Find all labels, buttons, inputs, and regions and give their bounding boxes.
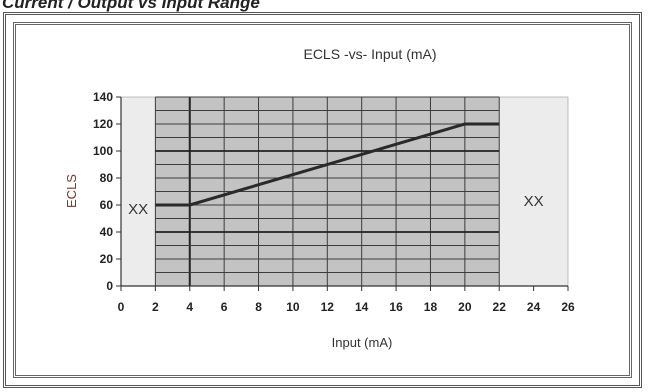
x-tick-label: 12	[321, 300, 335, 314]
x-tick-label: 0	[118, 300, 125, 314]
x-tick-label: 16	[389, 300, 403, 314]
x-tick-label: 14	[355, 300, 369, 314]
y-tick-label: 80	[100, 171, 114, 185]
y-axis-label: ECLS	[64, 174, 79, 208]
x-tick-label: 10	[286, 300, 300, 314]
y-tick-label: 120	[93, 117, 113, 131]
x-tick-label: 2	[152, 300, 159, 314]
x-tick-label: 8	[255, 300, 262, 314]
x-tick-label: 20	[458, 300, 472, 314]
out-of-range-region	[498, 96, 569, 287]
out-of-range-label: XX	[128, 201, 148, 218]
x-tick-label: 26	[561, 300, 575, 314]
out-of-range-label: XX	[524, 193, 544, 210]
y-tick-label: 40	[100, 225, 114, 239]
out-of-range-region	[120, 96, 156, 287]
y-tick-label: 60	[100, 198, 114, 212]
x-tick-label: 4	[186, 300, 193, 314]
x-tick-label: 22	[493, 300, 507, 314]
y-tick-label: 100	[93, 144, 113, 158]
data-series-line	[155, 122, 500, 207]
y-tick-label: 140	[93, 90, 113, 104]
x-tick-label: 18	[424, 300, 438, 314]
chart-title: ECLS -vs- Input (mA)	[303, 46, 436, 62]
x-axis-label: Input (mA)	[332, 335, 393, 350]
figure-caption: Current / Output vs Input Range	[2, 0, 260, 12]
x-tick-label: 24	[527, 300, 541, 314]
y-tick-label: 20	[100, 252, 114, 266]
x-tick-label: 6	[221, 300, 228, 314]
y-tick-label: 0	[106, 279, 113, 293]
